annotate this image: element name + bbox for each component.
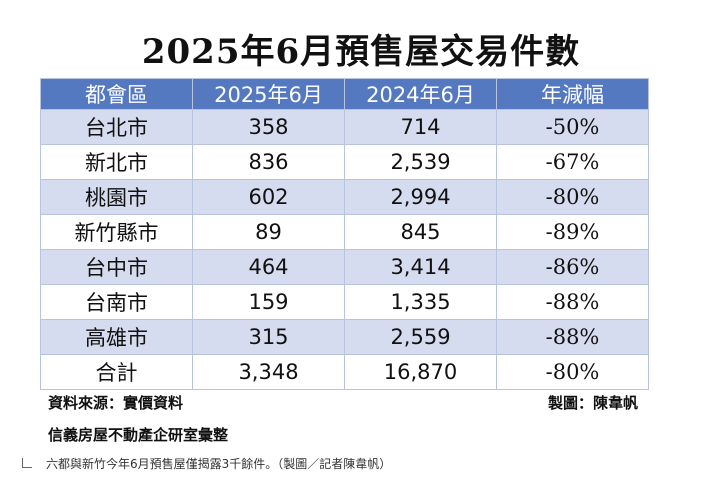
- infographic-image: 2025年6月預售屋交易件數 都會區 2025年6月 2024年6月 年減幅 台…: [40, 32, 649, 444]
- table-cell: -80%: [496, 179, 649, 215]
- table-cell: 2,994: [344, 179, 497, 215]
- table-cell: 1,335: [344, 284, 497, 320]
- table-cell: -89%: [496, 214, 649, 250]
- table-cell: 358: [192, 109, 345, 145]
- caption-corner-icon: [22, 457, 32, 468]
- caption-text: 六都與新竹今年6月預售屋僅揭露3千餘件。（製圖／記者陳韋帆）: [46, 457, 392, 471]
- table-cell: 3,348: [192, 354, 345, 390]
- table-cell: -88%: [496, 284, 649, 320]
- column-header: 都會區: [40, 78, 193, 110]
- table-cell: -86%: [496, 249, 649, 285]
- column-header: 2025年6月: [192, 78, 345, 110]
- table-cell: 845: [344, 214, 497, 250]
- table-cell: 桃園市: [40, 179, 193, 215]
- table-row: 桃園市 602 2,994 -80%: [40, 179, 649, 215]
- table-cell: -88%: [496, 319, 649, 355]
- table-row-total: 合計 3,348 16,870 -80%: [40, 354, 649, 390]
- table-cell: 2,539: [344, 144, 497, 180]
- image-caption: 六都與新竹今年6月預售屋僅揭露3千餘件。（製圖／記者陳韋帆）: [22, 455, 391, 472]
- table-cell: 16,870: [344, 354, 497, 390]
- table-row: 台中市 464 3,414 -86%: [40, 249, 649, 285]
- table-cell: 新竹縣市: [40, 214, 193, 250]
- table-cell: 602: [192, 179, 345, 215]
- table-row: 台北市 358 714 -50%: [40, 109, 649, 145]
- table-row: 台南市 159 1,335 -88%: [40, 284, 649, 320]
- table-cell: 3,414: [344, 249, 497, 285]
- table-row: 新竹縣市 89 845 -89%: [40, 214, 649, 250]
- table-cell: 台中市: [40, 249, 193, 285]
- table-cell: 高雄市: [40, 319, 193, 355]
- compiled-by-note: 信義房屋不動產企研室彙整: [48, 426, 229, 444]
- table-cell: 315: [192, 319, 345, 355]
- table-cell: 89: [192, 214, 345, 250]
- table-cell: 合計: [40, 354, 193, 390]
- data-table: 都會區 2025年6月 2024年6月 年減幅 台北市 358 714 -50%…: [40, 78, 649, 390]
- column-header: 年減幅: [496, 78, 649, 110]
- data-source-note: 資料來源：實價資料: [48, 394, 184, 412]
- table-cell: 836: [192, 144, 345, 180]
- table-row: 高雄市 315 2,559 -88%: [40, 319, 649, 355]
- table-cell: 714: [344, 109, 497, 145]
- table-header-row: 都會區 2025年6月 2024年6月 年減幅: [40, 78, 649, 110]
- column-header: 2024年6月: [344, 78, 497, 110]
- table-cell: -50%: [496, 109, 649, 145]
- table-row: 新北市 836 2,539 -67%: [40, 144, 649, 180]
- table-cell: 2,559: [344, 319, 497, 355]
- table-cell: 台北市: [40, 109, 193, 145]
- table-cell: 159: [192, 284, 345, 320]
- table-cell: -80%: [496, 354, 649, 390]
- table-cell: 台南市: [40, 284, 193, 320]
- table-cell: -67%: [496, 144, 649, 180]
- chart-title: 2025年6月預售屋交易件數: [141, 32, 581, 72]
- table-cell: 新北市: [40, 144, 193, 180]
- graphic-credit: 製圖：陳韋帆: [547, 394, 638, 412]
- table-cell: 464: [192, 249, 345, 285]
